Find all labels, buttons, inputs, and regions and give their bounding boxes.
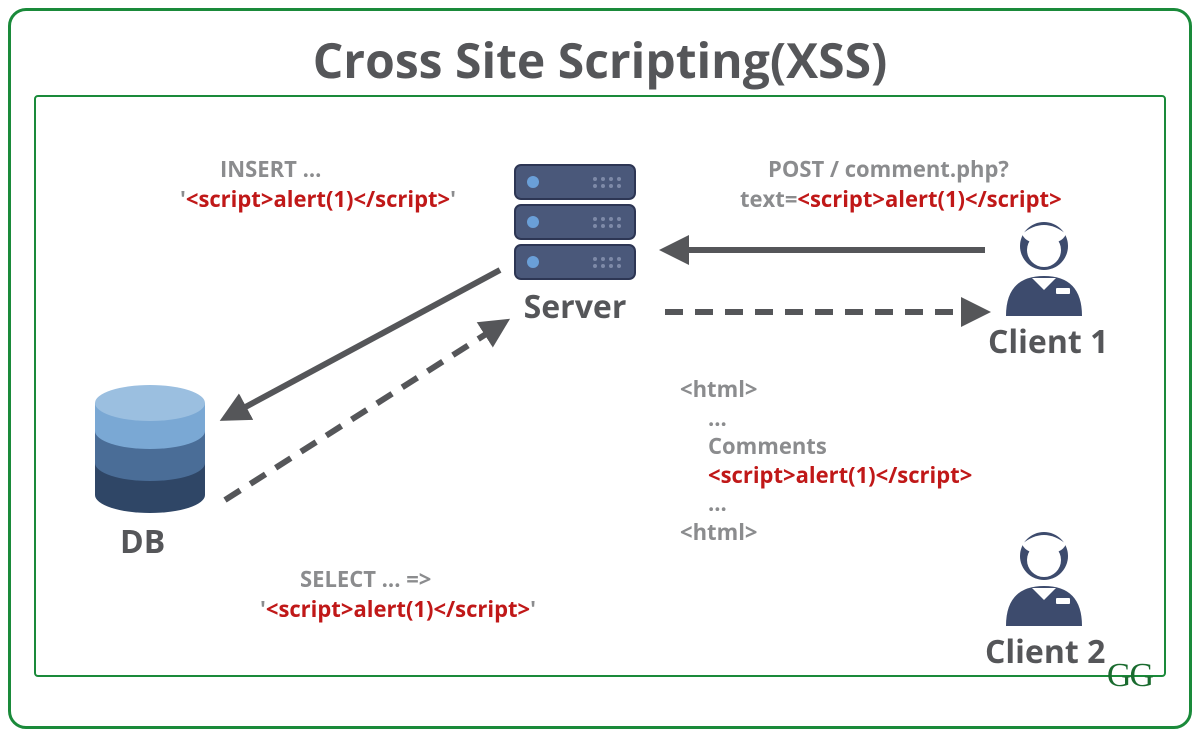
annotation-select: SELECT ... => '<script>alert(1)</script>… — [260, 565, 536, 624]
post-code: <script>alert(1)</script> — [797, 184, 1061, 214]
annotation-html: <html> ... Comments <script>alert(1)</sc… — [680, 375, 972, 547]
diagram-title: Cross Site Scripting(XSS) — [0, 28, 1200, 93]
select-q2: ' — [530, 594, 536, 624]
html-comments: Comments — [680, 431, 827, 461]
post-prefix: text= — [740, 184, 797, 214]
client1-label: Client 1 — [988, 320, 1108, 363]
select-line1: SELECT ... => — [260, 564, 431, 594]
html-close: <html> — [680, 517, 757, 547]
html-dots2: ... — [680, 488, 727, 518]
insert-line1: INSERT ... — [180, 154, 321, 184]
annotation-post: POST / comment.php? text=<script>alert(1… — [740, 155, 1062, 214]
select-code: <script>alert(1)</script> — [266, 594, 530, 624]
html-code: <script>alert(1)</script> — [680, 460, 972, 490]
client2-label: Client 2 — [985, 630, 1105, 673]
db-label: DB — [120, 520, 165, 563]
insert-code: <script>alert(1)</script> — [186, 184, 450, 214]
server-label: Server — [500, 285, 650, 328]
html-dots1: ... — [680, 403, 727, 433]
post-line1: POST / comment.php? — [740, 154, 1009, 184]
gfg-watermark: GG — [1107, 657, 1152, 695]
insert-q2: ' — [450, 184, 456, 214]
html-open: <html> — [680, 374, 757, 404]
annotation-insert: INSERT ... '<script>alert(1)</script>' — [180, 155, 456, 214]
